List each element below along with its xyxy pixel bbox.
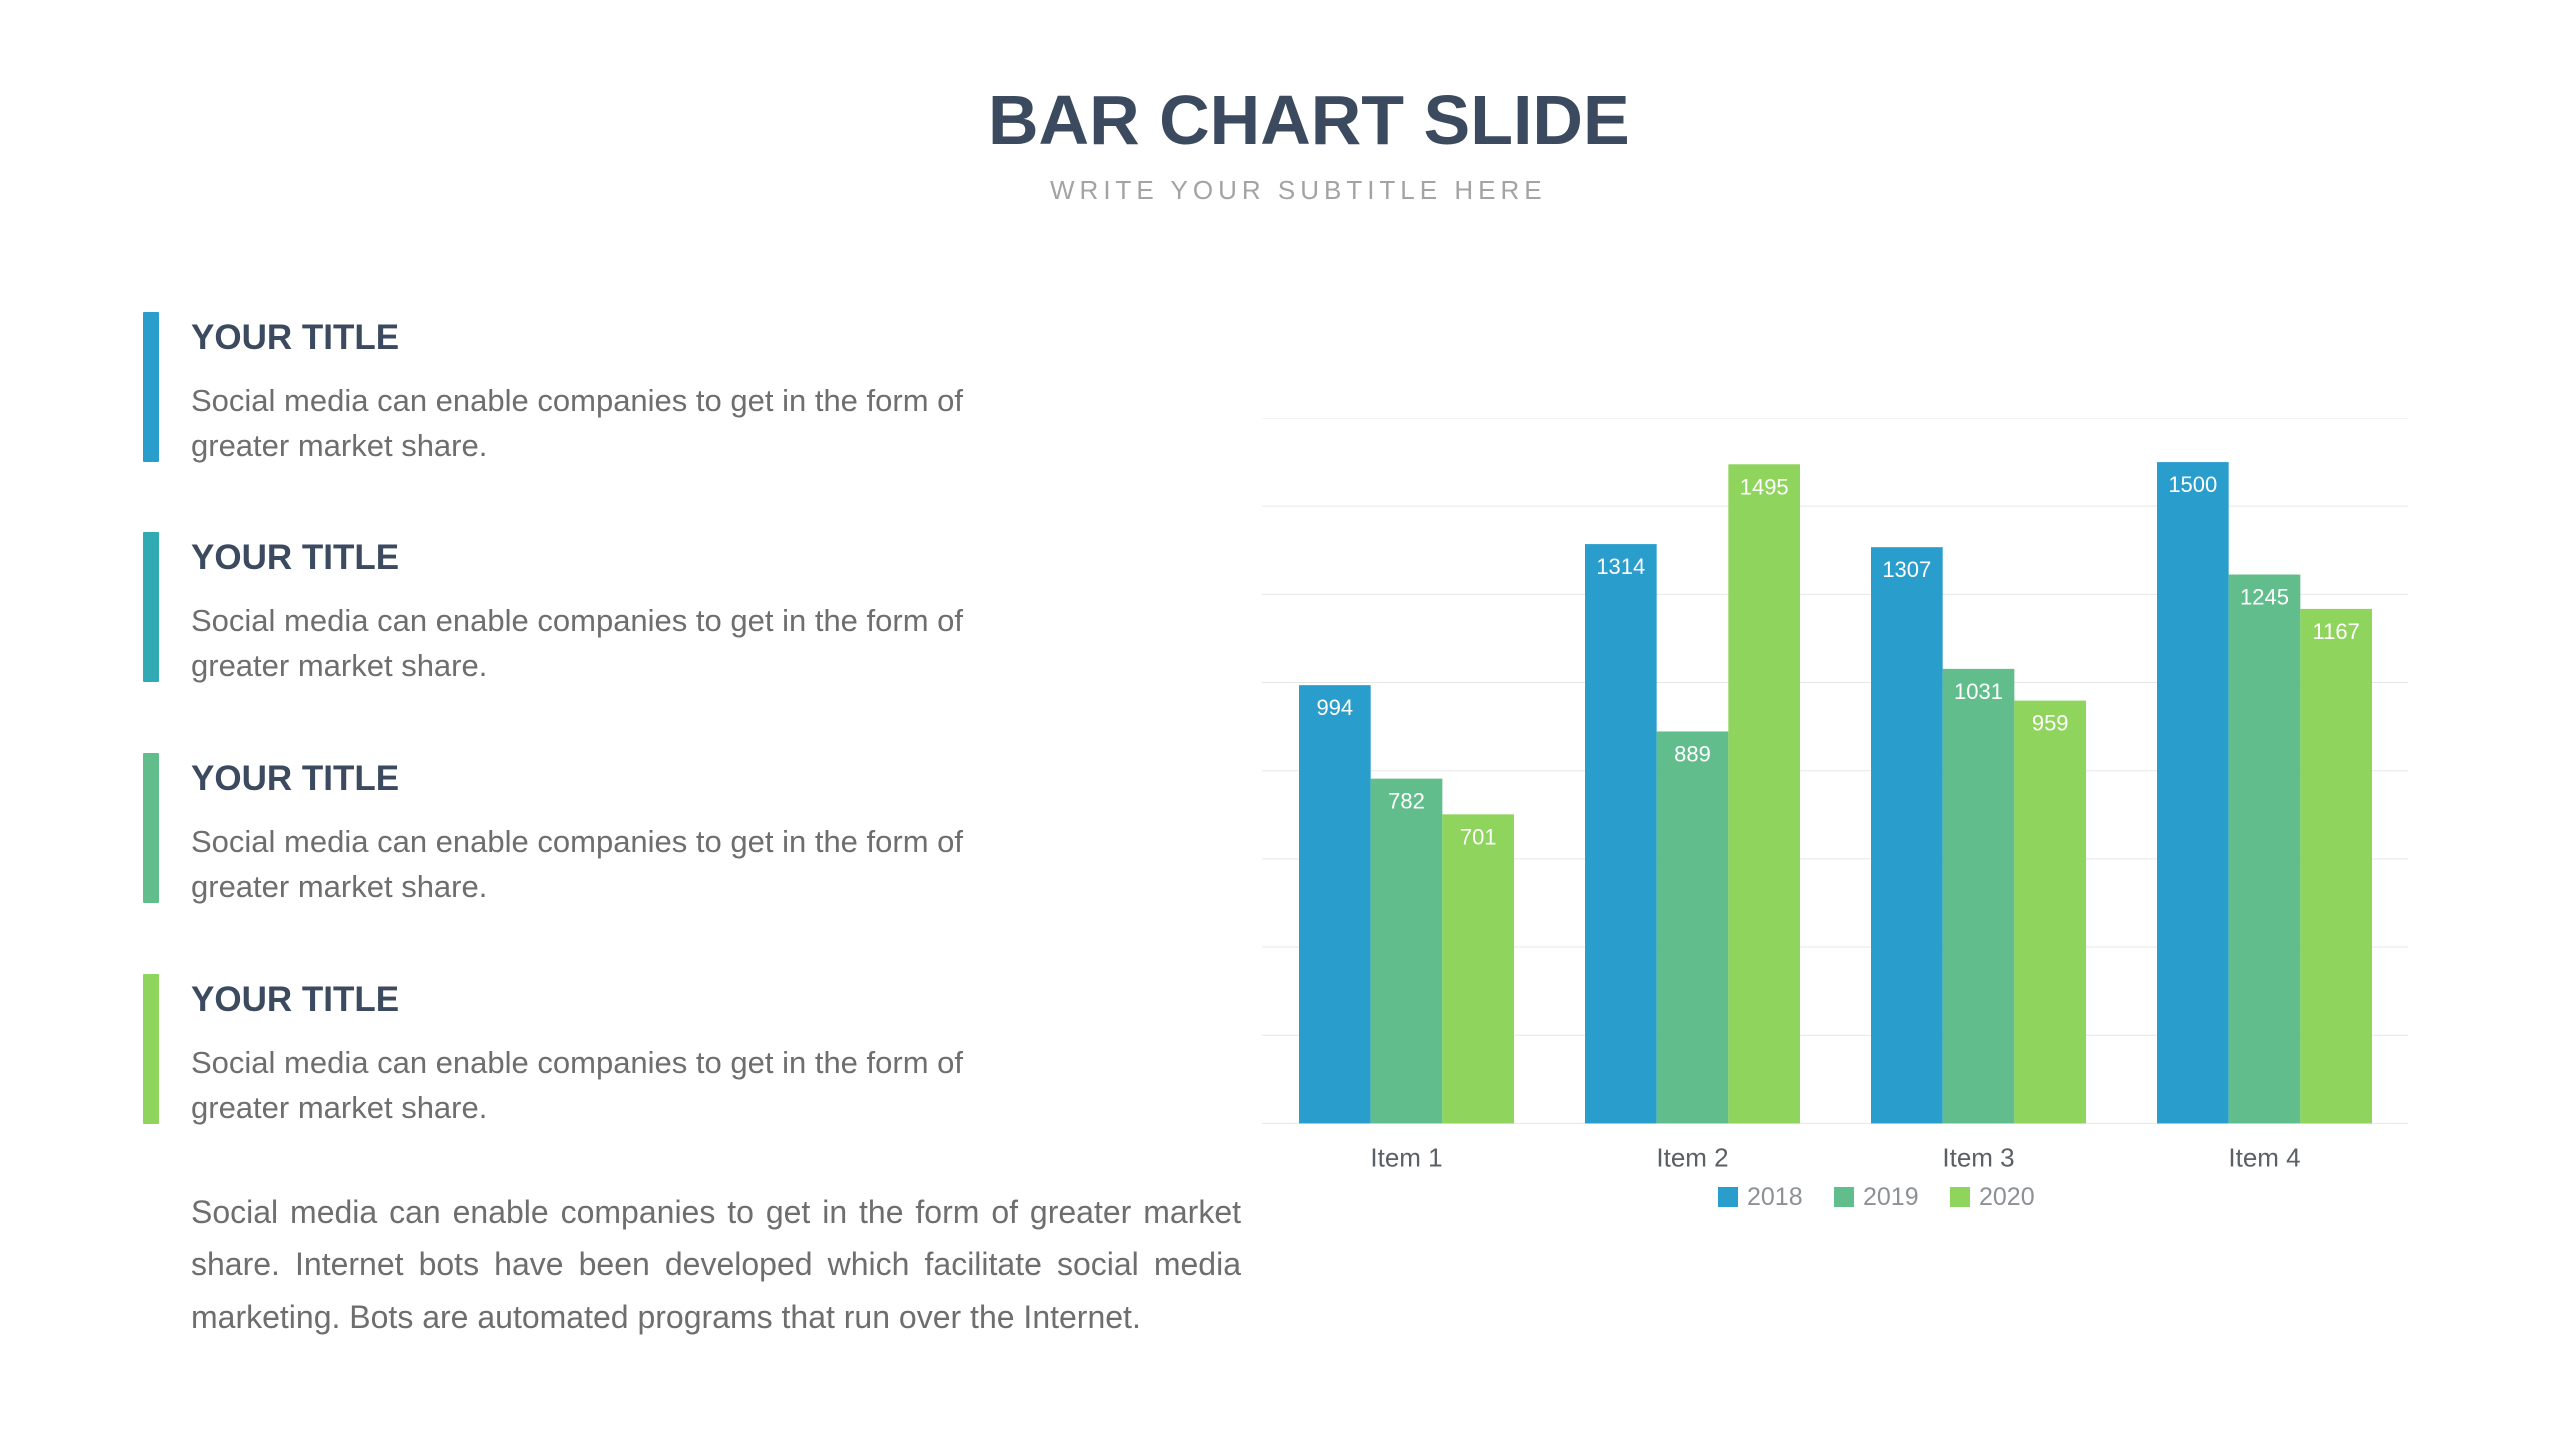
- svg-text:889: 889: [1674, 741, 1711, 766]
- svg-text:Item 2: Item 2: [1656, 1142, 1728, 1172]
- svg-text:Item 3: Item 3: [1942, 1142, 2014, 1172]
- svg-text:1245: 1245: [2240, 584, 2289, 609]
- svg-text:1495: 1495: [1740, 474, 1789, 499]
- svg-text:Item 4: Item 4: [2228, 1142, 2300, 1172]
- svg-text:1500: 1500: [2168, 472, 2217, 497]
- svg-text:Item 1: Item 1: [1370, 1142, 1442, 1172]
- svg-text:1314: 1314: [1596, 554, 1645, 579]
- svg-text:2020: 2020: [1979, 1183, 2035, 1211]
- svg-text:782: 782: [1388, 788, 1425, 813]
- svg-text:701: 701: [1460, 824, 1497, 849]
- svg-text:1031: 1031: [1954, 678, 2003, 703]
- svg-text:2018: 2018: [1747, 1183, 1803, 1211]
- svg-text:2019: 2019: [1863, 1183, 1919, 1211]
- svg-text:994: 994: [1316, 695, 1353, 720]
- svg-text:959: 959: [2032, 710, 2069, 735]
- svg-text:1307: 1307: [1882, 557, 1931, 582]
- svg-text:1167: 1167: [2313, 618, 2360, 643]
